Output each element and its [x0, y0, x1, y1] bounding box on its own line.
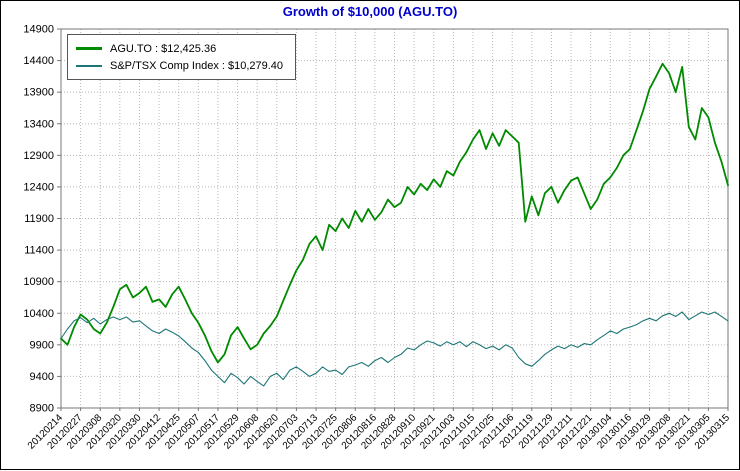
- legend-box: AGU.TO : $12,425.36 S&P/TSX Comp Index :…: [67, 34, 297, 80]
- series-lines: [60, 62, 729, 387]
- y-axis-label: 8900: [30, 403, 54, 415]
- agu-series-line: [60, 62, 729, 364]
- y-axis-label: 12900: [23, 150, 54, 162]
- legend-item-tsx: S&P/TSX Comp Index : $10,279.40: [76, 57, 283, 74]
- gridlines: [60, 28, 729, 409]
- y-axis-label: 12400: [23, 181, 54, 193]
- y-axis-label: 14400: [23, 55, 54, 67]
- chart-title: Growth of $10,000 (AGU.TO): [282, 4, 458, 19]
- legend-item-agu: AGU.TO : $12,425.36: [76, 40, 283, 57]
- plot-frame: [60, 28, 729, 409]
- y-axis-label: 13900: [23, 87, 54, 99]
- y-axis-label: 9900: [30, 339, 54, 351]
- axes: 8900 9400 9900 10400 10900 11400 11900 12400 129…: [23, 24, 732, 452]
- tsx-line-swatch: [76, 64, 102, 67]
- legend-label-tsx: S&P/TSX Comp Index : $10,279.40: [110, 59, 284, 72]
- y-axis-label: 10900: [23, 276, 54, 288]
- agu-line-swatch: [76, 47, 102, 50]
- y-axis-label: 13400: [23, 118, 54, 130]
- y-axis-label: 11400: [24, 245, 54, 257]
- y-axis-label: 10400: [23, 308, 54, 320]
- legend-label-agu: AGU.TO : $12,425.36: [110, 42, 217, 55]
- y-axis-label: 11900: [24, 213, 54, 225]
- y-axis-label: 9400: [30, 371, 54, 383]
- y-axis-label: 14900: [23, 24, 54, 36]
- tsx-series-line: [60, 311, 729, 387]
